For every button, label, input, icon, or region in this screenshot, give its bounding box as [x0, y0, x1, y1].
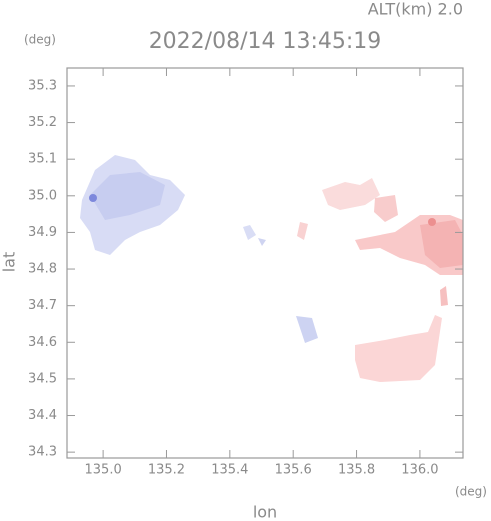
chart-title: 2022/08/14 13:45:19	[149, 29, 382, 54]
y-axis-label: lat	[0, 252, 19, 273]
x-axis-label: lon	[253, 503, 277, 521]
x-tick-label: 136.0	[401, 463, 438, 478]
x-tick-label: 135.6	[275, 463, 312, 478]
x-tick-label: 135.8	[338, 463, 375, 478]
y-tick-label: 35.3	[28, 78, 57, 93]
y-tick-label: 34.7	[28, 298, 57, 313]
y-tick-label: 34.5	[28, 371, 57, 386]
y-tick-label: 35.2	[28, 115, 57, 130]
x-tick-label: 135.0	[85, 463, 122, 478]
y-tick-label: 35.1	[28, 152, 57, 167]
echo-field	[80, 155, 463, 382]
y-tick-label: 34.4	[28, 408, 57, 423]
y-tick-label: 34.9	[28, 225, 57, 240]
plot-frame	[66, 67, 464, 459]
subtitle: ALT(km) 2.0	[368, 0, 463, 19]
y-tick-label: 34.8	[28, 262, 57, 277]
x-tick-label: 135.2	[148, 463, 185, 478]
y-tick-label: 35.0	[28, 188, 57, 203]
x-tick-label: 135.4	[211, 463, 248, 478]
y-tick-label: 34.6	[28, 335, 57, 350]
y-unit: (deg)	[24, 33, 56, 47]
x-unit: (deg)	[455, 485, 487, 499]
y-tick-label: 34.3	[28, 445, 57, 460]
